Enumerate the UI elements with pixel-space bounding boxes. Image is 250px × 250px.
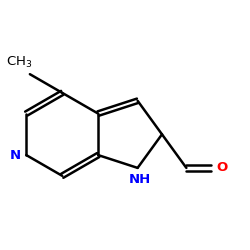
Text: CH$_3$: CH$_3$: [6, 55, 33, 70]
Text: NH: NH: [128, 173, 151, 186]
Text: N: N: [10, 148, 21, 162]
Text: O: O: [216, 162, 228, 174]
